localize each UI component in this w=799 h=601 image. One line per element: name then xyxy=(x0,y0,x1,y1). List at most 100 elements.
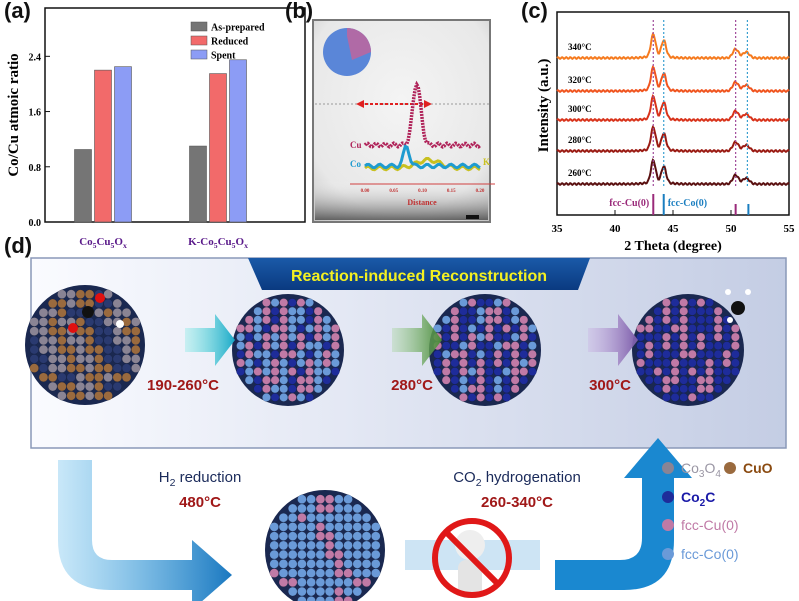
legend-atom-icon xyxy=(662,462,674,474)
atom xyxy=(262,349,271,359)
atom xyxy=(262,315,271,325)
atom xyxy=(467,332,477,342)
atom xyxy=(38,317,49,327)
atom xyxy=(29,317,39,327)
atom xyxy=(324,577,335,587)
atom xyxy=(121,372,132,382)
atom xyxy=(493,367,503,376)
atom xyxy=(29,363,39,373)
atom xyxy=(269,568,279,578)
atom xyxy=(502,375,511,385)
atom xyxy=(713,306,723,316)
cu-profile xyxy=(363,80,482,149)
atom xyxy=(269,522,279,532)
x-axis-label: 2 Theta (degree) xyxy=(624,239,722,254)
atom xyxy=(66,363,76,373)
atom xyxy=(270,375,280,385)
legend-label: CuO xyxy=(743,460,773,476)
legend-atom-icon xyxy=(724,462,736,474)
atom xyxy=(322,375,332,385)
atom xyxy=(662,393,671,402)
legend-label: Reduced xyxy=(211,37,249,48)
co2-hydrogenation-label: CO2 hydrogenation xyxy=(453,469,581,489)
atom xyxy=(236,358,245,368)
atom xyxy=(493,341,503,351)
atom xyxy=(343,513,353,523)
atom xyxy=(441,349,451,359)
atom xyxy=(112,372,122,382)
atom xyxy=(679,298,689,307)
distance-tick-label: 0.10 xyxy=(418,189,427,194)
x-tick-label: 50 xyxy=(726,223,738,235)
atom xyxy=(112,363,122,373)
atom xyxy=(493,349,503,359)
atom xyxy=(84,354,95,364)
atom xyxy=(519,349,529,359)
atom xyxy=(476,315,486,325)
atom xyxy=(493,384,503,394)
atom xyxy=(48,326,58,336)
y-tick-label: 2.4 xyxy=(29,52,42,63)
atom xyxy=(306,540,316,551)
atom xyxy=(343,549,353,560)
atom xyxy=(653,341,663,351)
atom xyxy=(484,306,494,316)
legend-label: fcc-Cu(0) xyxy=(681,517,739,533)
atom xyxy=(679,349,689,359)
atom xyxy=(48,372,58,382)
atom xyxy=(334,540,344,551)
atom xyxy=(528,332,537,342)
atom xyxy=(131,344,141,355)
atom xyxy=(94,335,104,346)
atom xyxy=(519,332,529,342)
atom xyxy=(670,341,680,351)
atom xyxy=(315,549,326,560)
atom xyxy=(278,577,289,587)
atom xyxy=(103,381,113,392)
panel-label-b: (b) xyxy=(285,0,314,23)
atom xyxy=(459,393,468,402)
atom xyxy=(288,577,298,587)
atom xyxy=(262,384,271,394)
atom xyxy=(653,306,663,316)
atom xyxy=(502,315,511,325)
atom xyxy=(288,568,298,578)
atom xyxy=(441,315,451,325)
atom xyxy=(705,315,714,325)
xrd-curve xyxy=(556,94,790,123)
step-temp-2: 280°C xyxy=(391,377,433,394)
atom xyxy=(713,358,723,368)
atom xyxy=(305,358,314,368)
atom xyxy=(433,358,442,368)
panel-label-d: (d) xyxy=(4,233,33,258)
atom xyxy=(48,344,58,355)
co2-hydrogenation-temp: 260-340°C xyxy=(481,494,553,511)
atom xyxy=(305,306,314,316)
atom xyxy=(324,540,335,551)
atom xyxy=(29,344,39,355)
atom xyxy=(324,549,335,560)
atom xyxy=(66,289,76,299)
atom xyxy=(131,363,141,373)
step-arrow-icon xyxy=(185,314,235,366)
atom xyxy=(441,358,451,368)
atom xyxy=(519,341,529,351)
atom xyxy=(297,522,307,532)
step-arrow-icon xyxy=(392,314,442,366)
atom xyxy=(459,375,468,385)
atom xyxy=(484,393,494,402)
atom xyxy=(278,522,289,532)
atom xyxy=(334,586,344,597)
atom xyxy=(287,375,297,385)
atom xyxy=(29,354,39,364)
atom xyxy=(66,308,76,318)
atom xyxy=(75,372,86,382)
atom xyxy=(644,375,654,385)
atom xyxy=(253,315,263,325)
atom xyxy=(528,324,537,333)
atom xyxy=(244,375,254,385)
atom xyxy=(244,367,254,376)
atom xyxy=(306,522,316,532)
step-temp-1: 190-260°C xyxy=(147,377,219,394)
legend-label: fcc-Co(0) xyxy=(681,546,739,562)
